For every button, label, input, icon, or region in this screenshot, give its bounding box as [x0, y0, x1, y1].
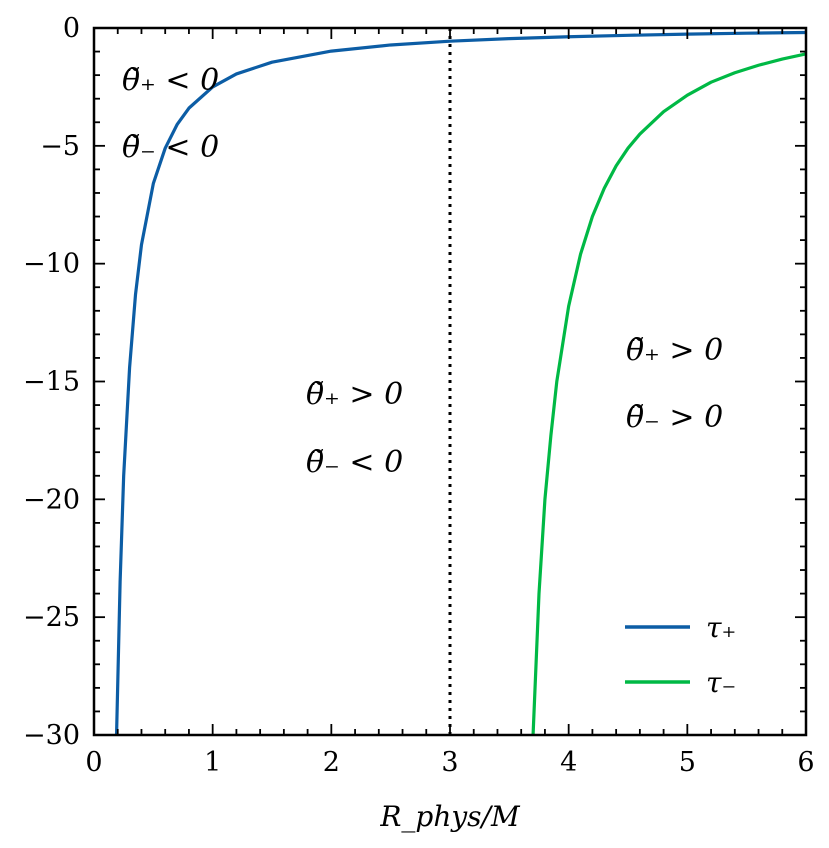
- annotation-2-line1: θ̃₊ > 0: [626, 333, 723, 368]
- x-tick-label: 0: [85, 747, 102, 778]
- annotation-region-middle: θ̃₊ > 0 θ̃₋ < 0: [306, 377, 403, 480]
- ticks-layer: [93, 27, 807, 736]
- x-tick-labels: 0 1 2 3 4 5 6: [85, 747, 814, 778]
- x-tick-label: 2: [323, 747, 340, 778]
- series-line-0: [114, 30, 806, 735]
- y-tick-label: −20: [23, 484, 80, 515]
- y-tick-label: −5: [40, 131, 80, 162]
- curves-layer: [114, 30, 806, 735]
- annotation-region-right: θ̃₊ > 0 θ̃₋ > 0: [626, 333, 723, 435]
- annotation-1-line1: θ̃₊ > 0: [306, 377, 403, 412]
- x-tick-label: 6: [797, 747, 814, 778]
- legend-label-tau-plus: τ₊: [706, 611, 736, 644]
- legend-label-tau-minus: τ₋: [706, 666, 736, 699]
- annotation-2-line2: θ̃₋ > 0: [626, 400, 723, 435]
- x-tick-label: 3: [441, 747, 458, 778]
- y-tick-label: 0: [63, 13, 80, 44]
- y-tick-label: −25: [23, 602, 80, 633]
- annotation-0-line2: θ̃₋ < 0: [122, 130, 219, 165]
- series-line-1: [531, 52, 806, 735]
- x-tick-label: 4: [560, 747, 577, 778]
- y-tick-label: −30: [23, 720, 80, 751]
- annotation-1-line2: θ̃₋ < 0: [306, 445, 403, 480]
- x-tick-label: 1: [204, 747, 221, 778]
- annotation-0-line1: θ̃₊ < 0: [122, 63, 219, 98]
- legend: τ₊ τ₋: [625, 611, 736, 699]
- annotation-region-left: θ̃₊ < 0 θ̃₋ < 0: [122, 63, 219, 165]
- x-axis-label: R_phys/M: [379, 800, 521, 833]
- y-tick-label: −15: [23, 367, 80, 398]
- y-tick-label: −10: [23, 249, 80, 280]
- x-tick-label: 5: [679, 747, 696, 778]
- y-tick-labels: −30 −25 −20 −15 −10 −5 0: [23, 13, 80, 751]
